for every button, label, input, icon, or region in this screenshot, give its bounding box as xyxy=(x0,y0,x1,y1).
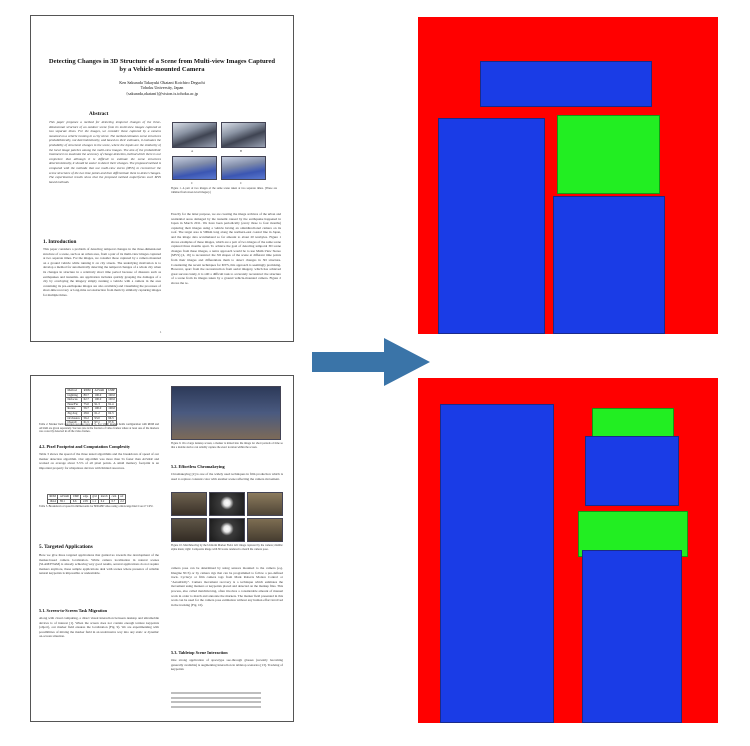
paper-affiliation: Tohoku University, Japan xyxy=(140,85,184,91)
paper-email: {sakurada,okatani}@vision.is.tohoku.ac.j… xyxy=(126,90,198,96)
section-4-2-heading: 4.2. Pixel Footprint and Computation Com… xyxy=(39,444,131,449)
intro-text: This paper considers a problem of detect… xyxy=(43,247,161,297)
table-cell: 0.7 xyxy=(109,498,119,505)
section-4-2-text: Table 3 shows the speed of the three tes… xyxy=(39,452,159,470)
figure-1-label-b: B xyxy=(240,149,243,153)
intro-heading: 1. Introduction xyxy=(43,239,77,245)
right-arrow-icon xyxy=(312,338,430,386)
figure-10-caption: Figure 10. Matchmoving by the Uniform Ma… xyxy=(171,544,283,551)
mask-block-title xyxy=(480,61,652,107)
column-2-text-page-2: camera pose can be determined by using s… xyxy=(171,566,283,607)
figure-1-caption: Figure 1. A pair of two images of the sa… xyxy=(171,187,277,194)
mask-block-right-text-top xyxy=(585,436,679,506)
abstract-text: This paper proposes a method for detecti… xyxy=(49,120,161,184)
figure-10-image-middle xyxy=(209,492,245,516)
section-5-3-heading: 5.3. Tabletop Scene Interaction xyxy=(171,650,228,655)
table-header-row: RDM ALVAR UMP edge grid match cam ref xyxy=(46,494,127,500)
table-cell: 1.1 xyxy=(89,498,100,505)
mask-block-right-text-bottom xyxy=(582,550,682,723)
table-2-caption: Table 2. Marker field detection success … xyxy=(39,423,159,434)
mask-block-left-column xyxy=(440,404,554,723)
figure-10-image-right-2 xyxy=(247,518,283,542)
paper-authors: Ken Sakurada Takayuki Okatani Koichiro D… xyxy=(119,80,205,85)
figure-1-image-a xyxy=(172,122,217,148)
figure-10-image-left xyxy=(171,492,207,516)
speed-table: RDM ALVAR UMP edge grid match cam ref 164.4 38.… xyxy=(46,494,127,505)
mask-block-left-column xyxy=(438,118,545,334)
table-cell: 38.1 xyxy=(57,498,72,505)
segmentation-mask-2 xyxy=(418,378,718,723)
table-cell: 6.6 xyxy=(70,498,82,505)
figure-9-image xyxy=(171,386,281,440)
marker-detection-table: Method RDM ALVAR UMP Lighting 80.7 100.0 10… xyxy=(64,388,118,426)
abstract-heading: Abstract xyxy=(89,111,109,117)
figure-1-image-d xyxy=(221,156,266,180)
section-5-3-text: One strong application of spacetype see-… xyxy=(171,658,283,672)
table-cell: 2.2 xyxy=(117,498,127,505)
figure-10-image-middle-2 xyxy=(209,518,245,542)
table-cell: 61.5 xyxy=(81,420,94,426)
section-5-2-heading: 5.2. Effortless Chromakeying xyxy=(171,464,225,469)
figure-1-image-c xyxy=(172,156,217,180)
section-5-text: Here we give three targeted applications… xyxy=(39,553,159,576)
segmentation-mask-1 xyxy=(418,17,718,334)
figure-1-label-a: A xyxy=(191,149,194,153)
table-cell: 2.05 xyxy=(80,498,91,505)
paper-title: Detecting Changes in 3D Structure of a S… xyxy=(48,58,276,73)
table-3-caption: Table 3. Breakdown of speed in milliseco… xyxy=(39,505,154,508)
figure-9-caption: Figure 9. On a large desktop screen, a m… xyxy=(171,442,283,449)
paper-page-2: Method RDM ALVAR UMP Lighting 80.7 100.0 10… xyxy=(30,375,294,722)
table-cell: 164.4 xyxy=(46,498,59,505)
section-5-1-text: Along with cloud computing, a direct vis… xyxy=(39,616,159,639)
footnotes xyxy=(171,692,261,710)
table-cell: 97.6 xyxy=(105,420,118,426)
paper-page-1: Detecting Changes in 3D Structure of a S… xyxy=(30,15,294,342)
figure-10-image-right xyxy=(247,492,283,516)
column-2-text: Exactly for the latter purpose, we are c… xyxy=(171,212,281,285)
table-row: Overall 61.5 97.1 97.6 xyxy=(64,420,118,426)
figure-1-label-c: C xyxy=(191,181,194,185)
figure-1-image-b xyxy=(221,122,266,148)
mask-block-figure xyxy=(557,115,660,194)
table-cell: 0.2 xyxy=(98,498,111,505)
section-5-heading: 5. Targeted Applications xyxy=(39,544,93,550)
paper-authors-block: Ken Sakurada Takayuki Okatani Koichiro D… xyxy=(47,80,277,96)
figure-10-image-left-2 xyxy=(171,518,207,542)
mask-block-right-column xyxy=(553,196,665,334)
section-5-1-heading: 5.1. Screen-to-Screen Task Migration xyxy=(39,608,107,613)
table-cell: Overall xyxy=(64,420,83,426)
section-5-2-text: Chromakeying [2] is one of the widely us… xyxy=(171,472,283,481)
table-row: 164.4 38.1 6.6 2.05 1.1 0.2 0.7 2.2 xyxy=(46,498,127,505)
page-number: 1 xyxy=(160,330,162,334)
figure-1-label-d: C xyxy=(240,181,243,185)
